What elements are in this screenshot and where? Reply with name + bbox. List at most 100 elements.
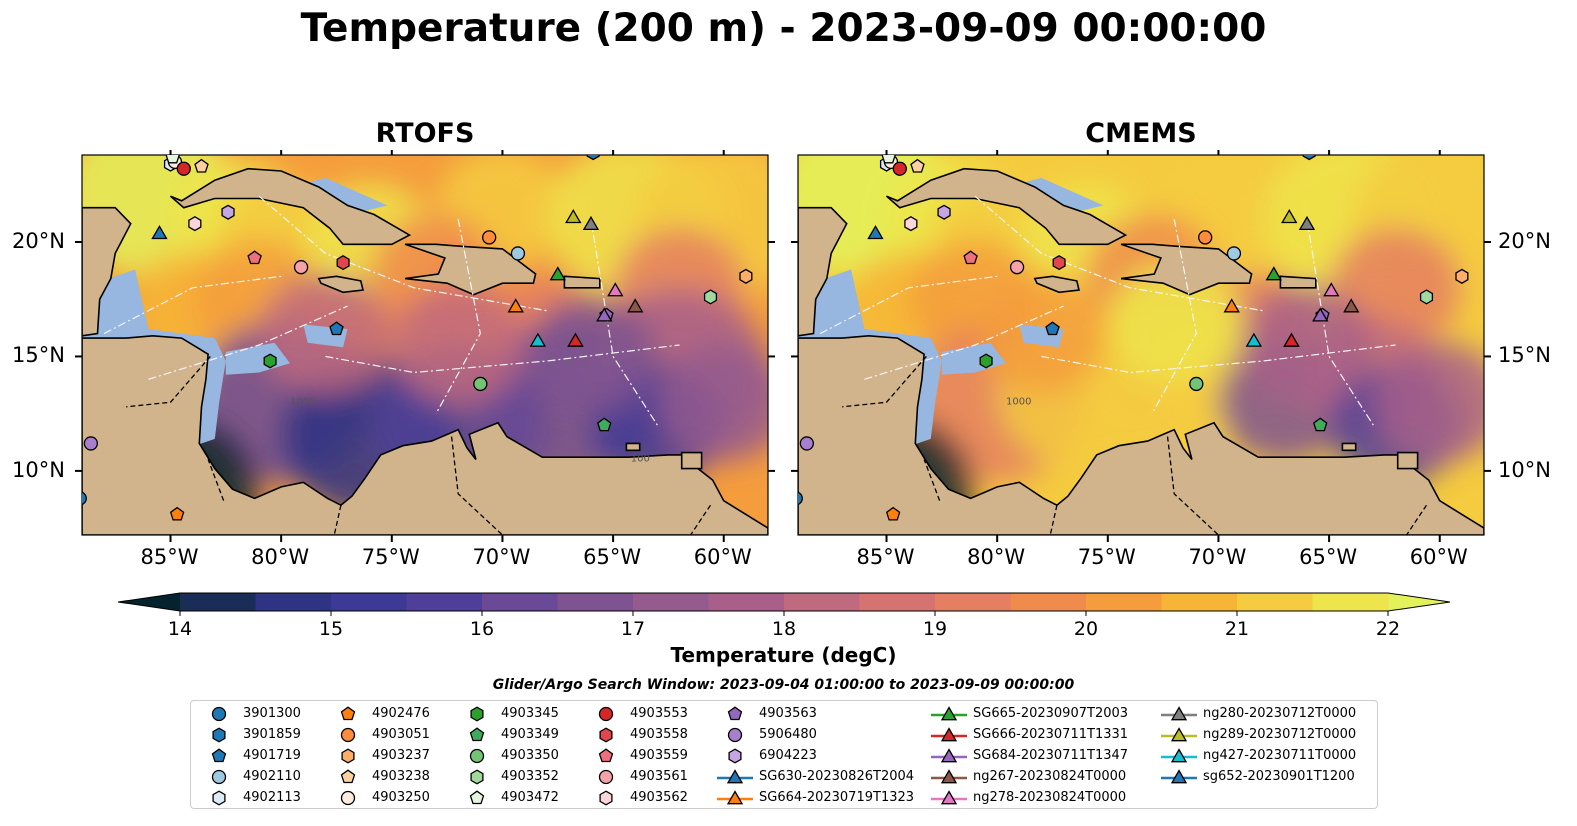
obs-marker-4903051: [482, 230, 497, 245]
obs-marker-SG666-20230711T1331: [1283, 332, 1300, 347]
obs-marker-ng289-20230712T0000: [565, 209, 582, 224]
obs-marker-ng280-20230712T0000: [582, 215, 600, 231]
land-jamaica: [317, 275, 364, 294]
obs-marker-SG665-20230907T2003: [1265, 266, 1282, 281]
lon-tick-label: 80°W: [251, 545, 310, 569]
lon-tick-label: 60°W: [693, 545, 752, 569]
lat-tick-label-left: 10°N: [12, 457, 65, 482]
legend-symbol: [727, 727, 743, 743]
legend-marker-triangle: [931, 769, 967, 784]
legend-label: 4903559: [630, 748, 688, 763]
legend-marker-triangle: [931, 748, 967, 763]
legend-label: ng427-20230711T0000: [1203, 748, 1357, 763]
obs-marker-3901859: [586, 155, 600, 161]
obs-marker-5906480: [83, 436, 99, 451]
legend-symbol: [469, 790, 485, 805]
panel-title-rtofs: RTOFS: [375, 118, 475, 149]
figure-title: Temperature (200 m) - 2023-09-09 00:00:0…: [300, 6, 1267, 51]
obs-marker-4903238: [910, 158, 925, 173]
colorbar: [117, 592, 1451, 616]
obs-marker-4903237: [1455, 268, 1469, 284]
colorbar-tick: 17: [620, 618, 646, 640]
legend-label: 3901300: [243, 706, 301, 721]
legend-marker-hexagon: [599, 790, 613, 806]
obs-marker-4903553: [892, 161, 907, 176]
lat-tick-label-right: 10°N: [1498, 457, 1551, 482]
lat-tick-label-right: 20°N: [1498, 228, 1551, 253]
land-cuba: [169, 167, 412, 246]
land-centralam: [82, 334, 768, 535]
legend-marker-hexagon: [599, 727, 613, 743]
obs-marker-4903051: [1198, 230, 1213, 245]
obs-marker-4903472: [881, 155, 896, 164]
legend-label: 4902113: [243, 790, 301, 805]
obs-marker-4902476: [169, 506, 185, 521]
legend-label: SG630-20230826T2004: [759, 769, 915, 784]
legend-symbol: [212, 727, 226, 743]
colorbar-bin: [859, 593, 936, 611]
colorbar-bin: [482, 593, 558, 611]
legend-marker-pentagon: [727, 706, 743, 721]
legend-label: ng289-20230712T0000: [1203, 727, 1357, 742]
contour-label: 100: [631, 454, 650, 465]
lon-tick-label: 70°W: [1188, 545, 1247, 569]
legend-symbol: [1170, 706, 1188, 721]
colorbar-bin: [1086, 593, 1162, 611]
colorbar-bin: [935, 593, 1011, 611]
obs-marker-SG684-20230711T1347: [596, 307, 613, 322]
lon-tick-label: 85°W: [856, 545, 915, 569]
panel-title-cmems: CMEMS: [1085, 118, 1197, 149]
obs-marker-4903345: [979, 353, 993, 369]
legend-marker-circle: [340, 727, 356, 743]
legend-symbol: [340, 706, 356, 721]
obs-marker-4902110: [510, 246, 526, 261]
land-puertorico: [1279, 275, 1317, 289]
legend-marker-pentagon: [598, 748, 614, 763]
legend-label: 4903345: [501, 706, 559, 721]
obs-marker-sg652-20230901T1200: [151, 225, 168, 240]
colorbar-tick: 20: [1073, 618, 1099, 640]
obs-marker-4901719: [329, 321, 344, 336]
obs-marker-3901300: [798, 491, 803, 506]
legend-label: 4903051: [372, 727, 430, 742]
contour-label: 1000: [1006, 397, 1031, 408]
obs-marker-ng280-20230712T0000: [1298, 215, 1316, 231]
legend-marker-hexagon: [212, 790, 226, 806]
legend-symbol: [940, 706, 958, 721]
land-yucatan: [798, 206, 848, 337]
colorbar-bin: [1312, 593, 1389, 611]
obs-marker-4903238: [194, 158, 209, 173]
obs-marker-SG664-20230719T1323: [1223, 298, 1240, 313]
legend-marker-triangle: [1161, 769, 1197, 784]
obs-marker-ng289-20230712T0000: [1281, 209, 1298, 224]
colorbar-bin: [180, 593, 256, 611]
legend-symbol: [940, 790, 958, 805]
colorbar-bin: [1161, 593, 1238, 611]
legend-label: SG664-20230719T1323: [759, 790, 915, 805]
legend-marker-triangle: [717, 790, 753, 805]
legend-label: ng278-20230824T0000: [973, 790, 1127, 805]
colorbar-tick: 22: [1375, 618, 1401, 640]
obs-marker-sg652-20230901T1200: [867, 225, 884, 240]
obs-marker-4903561: [1009, 260, 1025, 275]
legend-label: sg652-20230901T1200: [1203, 769, 1355, 784]
legend-marker-circle: [469, 748, 485, 764]
legend-marker-pentagon: [340, 706, 356, 721]
colorbar-bin: [331, 593, 407, 611]
legend-marker-triangle: [1161, 727, 1197, 742]
legend-label: 4902476: [372, 706, 430, 721]
lon-tick-label: 75°W: [1077, 545, 1136, 569]
lon-tick-label: 65°W: [583, 545, 642, 569]
land-trinidad: [1396, 451, 1419, 470]
legend-label: 4903563: [759, 706, 817, 721]
legend-label: SG684-20230711T1347: [973, 748, 1129, 763]
legend-symbol: [340, 769, 356, 784]
obs-marker-4903350: [473, 376, 488, 392]
legend-marker-pentagon: [340, 769, 356, 784]
legend-symbol: [469, 748, 485, 764]
legend-symbol: [598, 769, 614, 785]
legend-marker-circle: [211, 769, 227, 785]
obs-marker-4902476: [885, 506, 901, 521]
legend-label: 6904223: [759, 748, 817, 763]
legend-label: 3901859: [243, 727, 301, 742]
